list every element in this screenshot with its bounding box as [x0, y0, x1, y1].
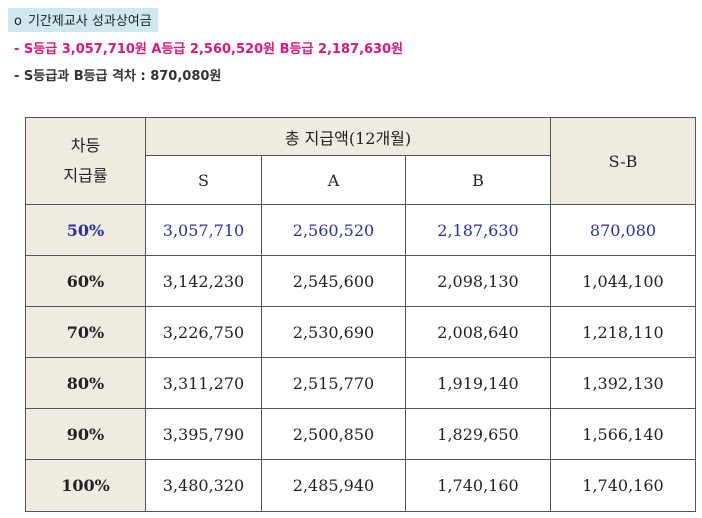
- s-value-cell: 3,226,750: [145, 306, 262, 358]
- b-value-cell: 1,919,140: [405, 357, 551, 409]
- table-row: 80% 3,311,270 2,515,770 1,919,140 1,392,130: [25, 357, 696, 409]
- a-value-cell: 2,560,520: [261, 204, 406, 256]
- b-value-cell: 2,187,630: [405, 204, 551, 256]
- total-payment-header: 총 지급액(12개월): [145, 117, 551, 156]
- diff-value-cell: 1,740,160: [550, 459, 696, 512]
- b-value-cell: 1,829,650: [405, 408, 551, 460]
- rate-cell: 60%: [25, 255, 146, 307]
- rate-header-line1: 차등: [70, 136, 101, 155]
- rate-header: 차등 지급률: [25, 117, 146, 205]
- grade-amounts-line: - S등급 3,057,710원 A등급 2,560,520원 B등급 2,18…: [14, 42, 404, 57]
- section-title: 기간제교사 성과상여금: [27, 14, 152, 29]
- a-value-cell: 2,545,600: [261, 255, 406, 307]
- rate-cell: 100%: [25, 459, 146, 512]
- s-value-cell: 3,057,710: [145, 204, 262, 256]
- table-row: 50% 3,057,710 2,560,520 2,187,630 870,080: [25, 204, 696, 256]
- s-value-cell: 3,311,270: [145, 357, 262, 409]
- diff-value-cell: 870,080: [550, 204, 696, 256]
- rate-cell: 50%: [25, 204, 146, 256]
- table-body: 50% 3,057,710 2,560,520 2,187,630 870,080 60%…: [25, 204, 696, 512]
- diff-value-cell: 1,566,140: [550, 408, 696, 460]
- s-value-cell: 3,142,230: [145, 255, 262, 307]
- rate-cell: 70%: [25, 306, 146, 358]
- col-a-header: A: [261, 155, 406, 205]
- s-value-cell: 3,395,790: [145, 408, 262, 460]
- table-row: 100% 3,480,320 2,485,940 1,740,160 1,740,160: [25, 459, 696, 512]
- rate-header-line2: 지급률: [63, 166, 108, 185]
- a-value-cell: 2,530,690: [261, 306, 406, 358]
- table-row: 70% 3,226,750 2,530,690 2,008,640 1,218,110: [25, 306, 696, 358]
- diff-value-cell: 1,044,100: [550, 255, 696, 307]
- s-value-cell: 3,480,320: [145, 459, 262, 512]
- b-value-cell: 1,740,160: [405, 459, 551, 512]
- col-b-header: B: [405, 155, 551, 205]
- a-value-cell: 2,515,770: [261, 357, 406, 409]
- rate-cell: 80%: [25, 357, 146, 409]
- b-value-cell: 2,098,130: [405, 255, 551, 307]
- rate-cell: 90%: [25, 408, 146, 460]
- a-value-cell: 2,500,850: [261, 408, 406, 460]
- section-heading: o 기간제교사 성과상여금: [8, 8, 158, 32]
- a-value-cell: 2,485,940: [261, 459, 406, 512]
- grade-gap-line: - S등급과 B등급 격차 : 870,080원: [14, 69, 222, 84]
- diff-header: S-B: [550, 117, 696, 205]
- diff-value-cell: 1,218,110: [550, 306, 696, 358]
- bullet-icon: o: [14, 14, 22, 29]
- bonus-table: 차등 지급률 총 지급액(12개월) S-B S A B 50% 3,057,71…: [25, 117, 696, 512]
- b-value-cell: 2,008,640: [405, 306, 551, 358]
- table-row: 60% 3,142,230 2,545,600 2,098,130 1,044,100: [25, 255, 696, 307]
- diff-value-cell: 1,392,130: [550, 357, 696, 409]
- table-row: 90% 3,395,790 2,500,850 1,829,650 1,566,140: [25, 408, 696, 460]
- col-s-header: S: [145, 155, 262, 205]
